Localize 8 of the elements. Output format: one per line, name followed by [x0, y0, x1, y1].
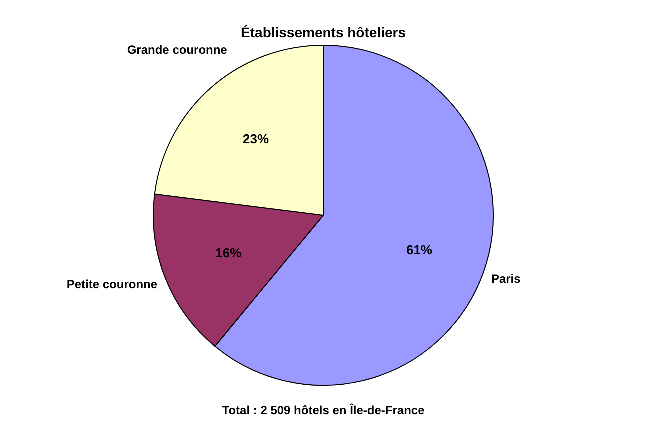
slice-label: Grande couronne: [127, 42, 228, 57]
text: Total : 2 509 hôtels en Île-de-France: [222, 403, 426, 418]
chart-title: Établissements hôteliers: [241, 24, 406, 40]
slice-label: Paris: [491, 272, 522, 286]
data-label: 61%: [406, 242, 433, 258]
data-label: 23%: [243, 132, 270, 147]
slice-label: Petite couronne: [66, 277, 158, 292]
data-label: 16%: [216, 246, 242, 261]
